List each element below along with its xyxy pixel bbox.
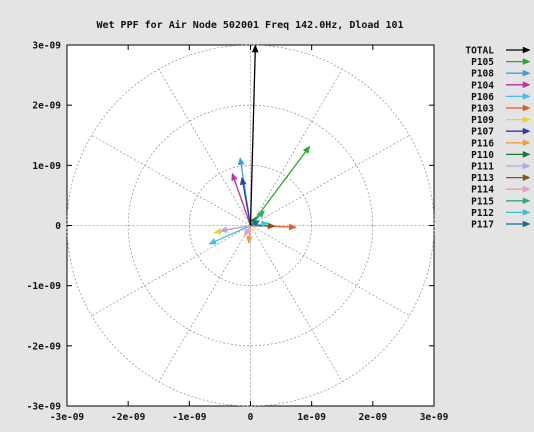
x-tick-label: 3e-09 bbox=[420, 412, 449, 423]
grid-spoke bbox=[91, 225, 251, 317]
legend-label: P110 bbox=[471, 150, 494, 161]
legend-swatch-arrow bbox=[506, 185, 531, 193]
legend-swatch-arrow bbox=[506, 58, 531, 65]
legend-label: P116 bbox=[471, 138, 494, 149]
legend: TOTALP105P108P104P106P103P109P107P116P11… bbox=[465, 46, 531, 231]
vector-p116 bbox=[246, 225, 253, 245]
legend-label: P109 bbox=[471, 115, 494, 126]
legend-label: P117 bbox=[471, 220, 494, 231]
x-tick-label: -3e-09 bbox=[50, 412, 85, 423]
legend-label: P107 bbox=[471, 127, 494, 138]
legend-swatch-arrow bbox=[506, 162, 531, 170]
x-tick-label: 0 bbox=[248, 412, 254, 423]
y-tick-label: 0 bbox=[55, 221, 61, 232]
vector-p111 bbox=[219, 224, 251, 233]
x-tick-label: 2e-09 bbox=[359, 412, 388, 423]
legend-label: P103 bbox=[471, 104, 494, 115]
legend-swatch-arrow bbox=[506, 151, 531, 158]
grid-circle bbox=[127, 104, 374, 347]
vector-p115 bbox=[250, 209, 266, 226]
legend-swatch-arrow bbox=[506, 104, 531, 112]
legend-label: P105 bbox=[471, 57, 494, 68]
legend-label: P111 bbox=[471, 162, 494, 173]
vector-series bbox=[208, 44, 311, 245]
grid-spoke bbox=[250, 225, 410, 317]
legend-label: TOTAL bbox=[465, 46, 494, 57]
chart-title: Wet PPF for Air Node 502001 Freq 142.0Hz… bbox=[96, 19, 403, 31]
legend-label: P112 bbox=[471, 208, 494, 219]
x-tick-label: -2e-09 bbox=[111, 412, 146, 423]
y-tick-label: 3e-09 bbox=[32, 41, 61, 52]
vector-p106 bbox=[208, 224, 251, 245]
legend-swatch-arrow bbox=[506, 209, 531, 216]
axis-ticks: -3e-09 -2e-09 -1e-09 0 1e-09 2e-09 3e-09 3e-09 2… bbox=[27, 41, 449, 424]
y-tick-label: 1e-09 bbox=[32, 161, 61, 172]
y-tick-label: -1e-09 bbox=[27, 281, 62, 292]
legend-swatch-arrow bbox=[506, 116, 531, 123]
y-tick-label: -2e-09 bbox=[27, 341, 62, 352]
legend-swatch-arrow bbox=[506, 174, 531, 181]
legend-swatch-arrow bbox=[506, 139, 531, 147]
legend-label: P108 bbox=[471, 69, 494, 80]
legend-swatch-arrow bbox=[506, 220, 531, 228]
y-tick-label: 2e-09 bbox=[32, 101, 61, 112]
legend-swatch-arrow bbox=[506, 197, 531, 205]
legend-label: P115 bbox=[471, 196, 494, 207]
legend-label: P104 bbox=[471, 80, 494, 91]
x-tick-label: 1e-09 bbox=[297, 412, 326, 423]
legend-label: P114 bbox=[471, 185, 494, 196]
vector-total bbox=[249, 44, 259, 226]
legend-swatch-arrow bbox=[506, 69, 531, 77]
legend-label: P106 bbox=[471, 92, 494, 103]
legend-swatch-arrow bbox=[506, 93, 531, 100]
legend-swatch-arrow bbox=[506, 127, 531, 135]
legend-swatch-arrow bbox=[506, 81, 531, 89]
vector-p107 bbox=[239, 176, 252, 226]
vector-p114 bbox=[244, 225, 252, 237]
y-tick-label: -3e-09 bbox=[27, 402, 62, 413]
grid-spoke bbox=[250, 134, 410, 226]
legend-swatch-arrow bbox=[506, 46, 531, 54]
x-tick-label: -1e-09 bbox=[172, 412, 207, 423]
vector-p104 bbox=[231, 172, 252, 226]
legend-label: P113 bbox=[471, 173, 494, 184]
grid-spoke bbox=[91, 134, 251, 226]
